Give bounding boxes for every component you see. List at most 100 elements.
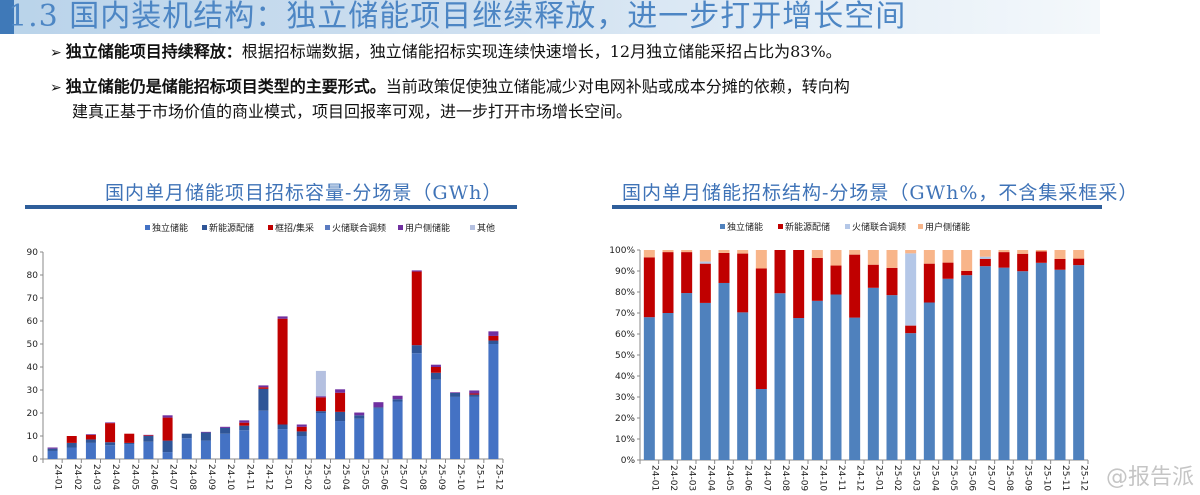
x-tick-label-0-25-10: 25-10 <box>455 464 465 490</box>
bar-0-24-08-0 <box>181 438 192 459</box>
bullet-2: ➢ 独立储能仍是储能招标项目类型的主要形式。当前政策促使独立储能减少对电网补贴或成… <box>50 73 850 97</box>
x-tick-label-1-24-10: 24-10 <box>817 465 827 491</box>
legend-label-0-5: 其他 <box>477 222 495 234</box>
bar-0-25-04-1 <box>335 411 346 422</box>
legend-swatch-1-1 <box>778 224 783 229</box>
bar-1-25-12-3 <box>1073 250 1085 259</box>
bar-0-25-12-1 <box>488 340 499 344</box>
bar-1-24-05-1 <box>718 252 730 283</box>
bar-0-24-10-1 <box>220 427 231 434</box>
bar-1-24-05-0 <box>718 282 730 460</box>
legend-label-1-1: 新能源配储 <box>785 221 830 233</box>
bar-1-25-03-2 <box>905 253 917 326</box>
bar-0-24-10-4 <box>220 426 231 428</box>
legend-swatch-1-3 <box>918 224 923 229</box>
x-tick-label-0-24-01: 24-01 <box>53 464 63 490</box>
bar-0-24-06-0 <box>143 441 154 459</box>
bar-1-25-09-3 <box>1017 250 1029 254</box>
bar-1-24-06-1 <box>737 253 749 313</box>
arrow-icon: ➢ <box>50 45 62 61</box>
bar-0-24-04-1 <box>105 442 116 446</box>
x-tick-label-0-25-06: 25-06 <box>378 464 388 490</box>
bar-1-25-02-0 <box>886 295 898 460</box>
bar-0-24-09-4 <box>200 431 211 433</box>
bar-1-25-04-0 <box>923 302 935 460</box>
x-tick-label-0-24-05: 24-05 <box>129 464 139 490</box>
bar-0-25-12-0 <box>488 344 499 459</box>
y-tick-label-1: 20% <box>615 414 635 424</box>
x-tick-label-0-24-06: 24-06 <box>148 464 158 490</box>
legend-swatch-0-5 <box>470 225 475 230</box>
bar-0-24-10-0 <box>220 433 231 459</box>
x-tick-label-1-25-02: 25-02 <box>892 465 902 491</box>
bar-0-25-10-0 <box>450 396 461 459</box>
bar-1-24-04-1 <box>699 263 711 303</box>
legend-label-0-3: 火储联合调频 <box>332 222 386 234</box>
bar-0-25-03-5 <box>315 370 326 397</box>
bar-0-24-12-0 <box>258 410 269 459</box>
bullet-1: ➢ 独立储能项目持续释放：根据招标端数据，独立储能招标实现连续快速增长，12月独立… <box>50 38 842 62</box>
bar-0-24-09-1 <box>200 432 211 441</box>
x-tick-label-1-25-10: 25-10 <box>1041 465 1051 491</box>
legend-swatch-0-3 <box>325 225 330 230</box>
bar-0-24-06-2 <box>143 435 154 436</box>
bar-0-25-08-1 <box>411 345 422 354</box>
bar-0-24-04-4 <box>105 422 116 424</box>
x-tick-label-1-25-08: 25-08 <box>1004 465 1014 491</box>
title-banner <box>0 0 1100 34</box>
bar-1-25-04-1 <box>923 263 935 303</box>
bar-1-25-11-1 <box>1054 258 1066 270</box>
bar-1-25-03-3 <box>905 250 917 254</box>
x-tick-label-0-25-12: 25-12 <box>493 464 503 490</box>
bar-1-25-07-2 <box>979 256 991 259</box>
bar-0-24-04-2 <box>105 423 116 443</box>
bar-1-25-02-1 <box>886 267 898 296</box>
bar-0-24-02-0 <box>66 447 77 459</box>
bar-1-24-07-3 <box>755 250 767 269</box>
bar-0-25-06-0 <box>373 408 384 459</box>
x-tick-label-1-24-08: 24-08 <box>780 465 790 491</box>
bar-0-25-11-0 <box>469 396 480 459</box>
bar-1-25-01-0 <box>867 287 879 460</box>
bar-0-24-03-0 <box>85 442 96 459</box>
legend-swatch-0-4 <box>398 225 403 230</box>
bar-0-25-01-1 <box>277 424 288 430</box>
x-tick-label-0-24-03: 24-03 <box>91 464 101 490</box>
legend-label-1-2: 火储联合调频 <box>852 221 906 233</box>
legend-swatch-0-0 <box>145 225 150 230</box>
bar-0-24-11-4 <box>239 420 250 423</box>
bar-1-24-12-0 <box>849 317 861 460</box>
bar-0-24-07-4 <box>162 415 173 418</box>
bar-1-24-12-3 <box>849 250 861 255</box>
x-tick-label-1-24-03: 24-03 <box>687 465 697 491</box>
bar-1-25-05-0 <box>942 278 954 460</box>
bar-1-25-10-1 <box>1035 251 1047 263</box>
legend-swatch-0-2 <box>268 225 273 230</box>
x-tick-label-0-25-08: 25-08 <box>417 464 427 490</box>
bar-0-25-02-2 <box>296 426 307 432</box>
y-tick-label-1: 90% <box>615 267 635 277</box>
bar-1-24-01-1 <box>643 257 655 318</box>
bar-1-24-02-3 <box>662 250 674 253</box>
bar-1-25-08-3 <box>998 250 1010 253</box>
x-tick-label-0-24-11: 24-11 <box>244 464 254 490</box>
bar-0-24-03-2 <box>85 434 96 440</box>
bar-1-24-07-1 <box>755 268 767 390</box>
x-tick-label-0-24-07: 24-07 <box>168 464 178 490</box>
legend-label-0-2: 框招/集采 <box>275 222 314 234</box>
bar-0-25-08-0 <box>411 353 422 459</box>
bar-0-24-11-2 <box>239 422 250 426</box>
bar-1-24-11-3 <box>830 250 842 266</box>
x-tick-label-1-25-09: 25-09 <box>1023 465 1033 491</box>
bar-1-25-02-3 <box>886 250 898 268</box>
bar-0-25-03-4 <box>315 396 326 398</box>
bar-0-24-07-1 <box>162 440 173 453</box>
y-tick-label-1: 30% <box>615 393 635 403</box>
banner-accent <box>0 0 14 34</box>
bar-1-24-10-1 <box>811 257 823 301</box>
bar-0-24-11-0 <box>239 430 250 459</box>
x-tick-label-0-25-01: 25-01 <box>283 464 293 490</box>
legend-swatch-1-0 <box>720 224 725 229</box>
bullet-2-continuation: 建真正基于市场价值的商业模式，项目回报率可观，进一步打开市场增长空间。 <box>72 102 633 121</box>
x-tick-label-0-24-02: 24-02 <box>72 464 82 490</box>
